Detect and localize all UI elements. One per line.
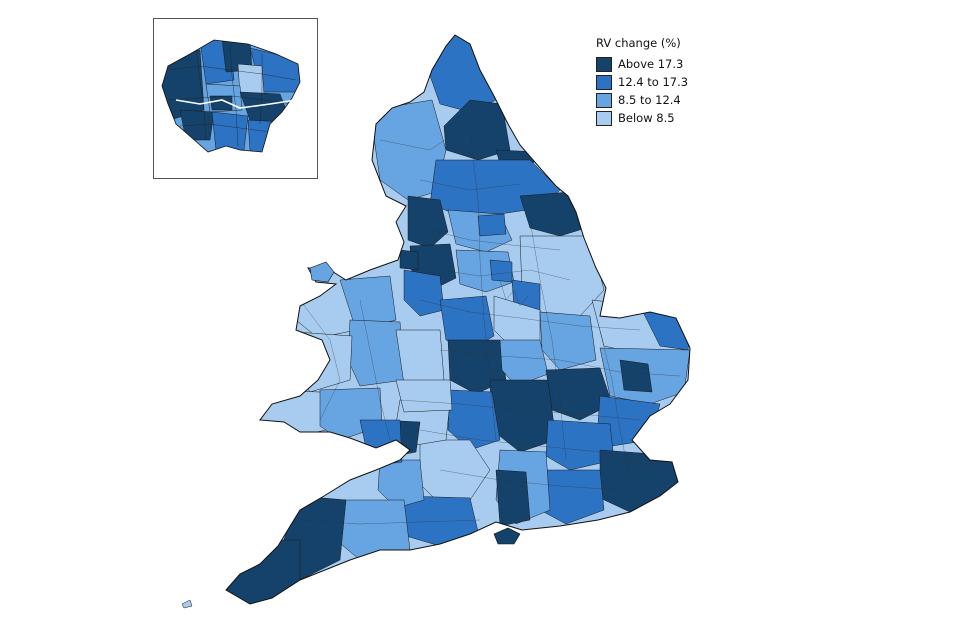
region-somerset <box>377 459 425 509</box>
region-cardiff <box>359 419 403 467</box>
legend-swatch-below <box>596 110 612 126</box>
legend-title: RV change (%) <box>596 36 681 50</box>
legend-item-lower-mid: 8.5 to 12.4 <box>596 91 688 109</box>
region-leeds <box>477 213 507 237</box>
legend-item-upper-mid: 12.4 to 17.3 <box>596 73 688 91</box>
map-legend: RV change (%) Above 17.3 12.4 to 17.3 8.… <box>596 36 688 127</box>
legend-item-below: Below 8.5 <box>596 109 688 127</box>
region-herefordshire <box>395 379 453 413</box>
region-denbighshire <box>339 275 397 331</box>
region-cheshire <box>403 269 445 317</box>
district-boundaries <box>299 129 681 525</box>
legend-swatch-upper-mid <box>596 74 612 90</box>
region-powys <box>347 319 405 387</box>
legend-label-above: Above 17.3 <box>618 57 684 71</box>
region-east-riding <box>519 191 587 237</box>
legend-item-above: Above 17.3 <box>596 55 688 73</box>
region-cornwall <box>226 539 301 604</box>
region-kent <box>599 449 681 513</box>
region-dorset <box>403 495 481 547</box>
london-city <box>209 95 233 111</box>
legend-swatch-lower-mid <box>596 92 612 108</box>
isles-of-scilly <box>181 599 193 609</box>
legend-label-below: Below 8.5 <box>618 111 675 125</box>
region-southampton <box>495 469 531 527</box>
region-south-yorkshire <box>455 249 515 293</box>
region-lancashire <box>407 195 449 249</box>
region-shropshire <box>395 329 445 385</box>
london-inset-boundaries <box>167 43 297 147</box>
legend-swatch-above <box>596 56 612 72</box>
region-merseyside <box>399 249 419 271</box>
london-inset-outline <box>161 39 301 153</box>
legend-label-lower-mid: 8.5 to 12.4 <box>618 93 681 107</box>
region-outer-london <box>545 419 615 471</box>
london-inset-frame <box>153 18 318 179</box>
river-thames <box>175 99 297 109</box>
region-sheffield <box>489 259 513 283</box>
region-oxfordshire <box>447 389 501 451</box>
legend-label-upper-mid: 12.4 to 17.3 <box>618 75 689 89</box>
isle-of-wight <box>493 527 521 545</box>
england-wales-outline <box>225 34 691 605</box>
anglesey <box>309 261 335 283</box>
region-ipswich <box>619 359 653 393</box>
